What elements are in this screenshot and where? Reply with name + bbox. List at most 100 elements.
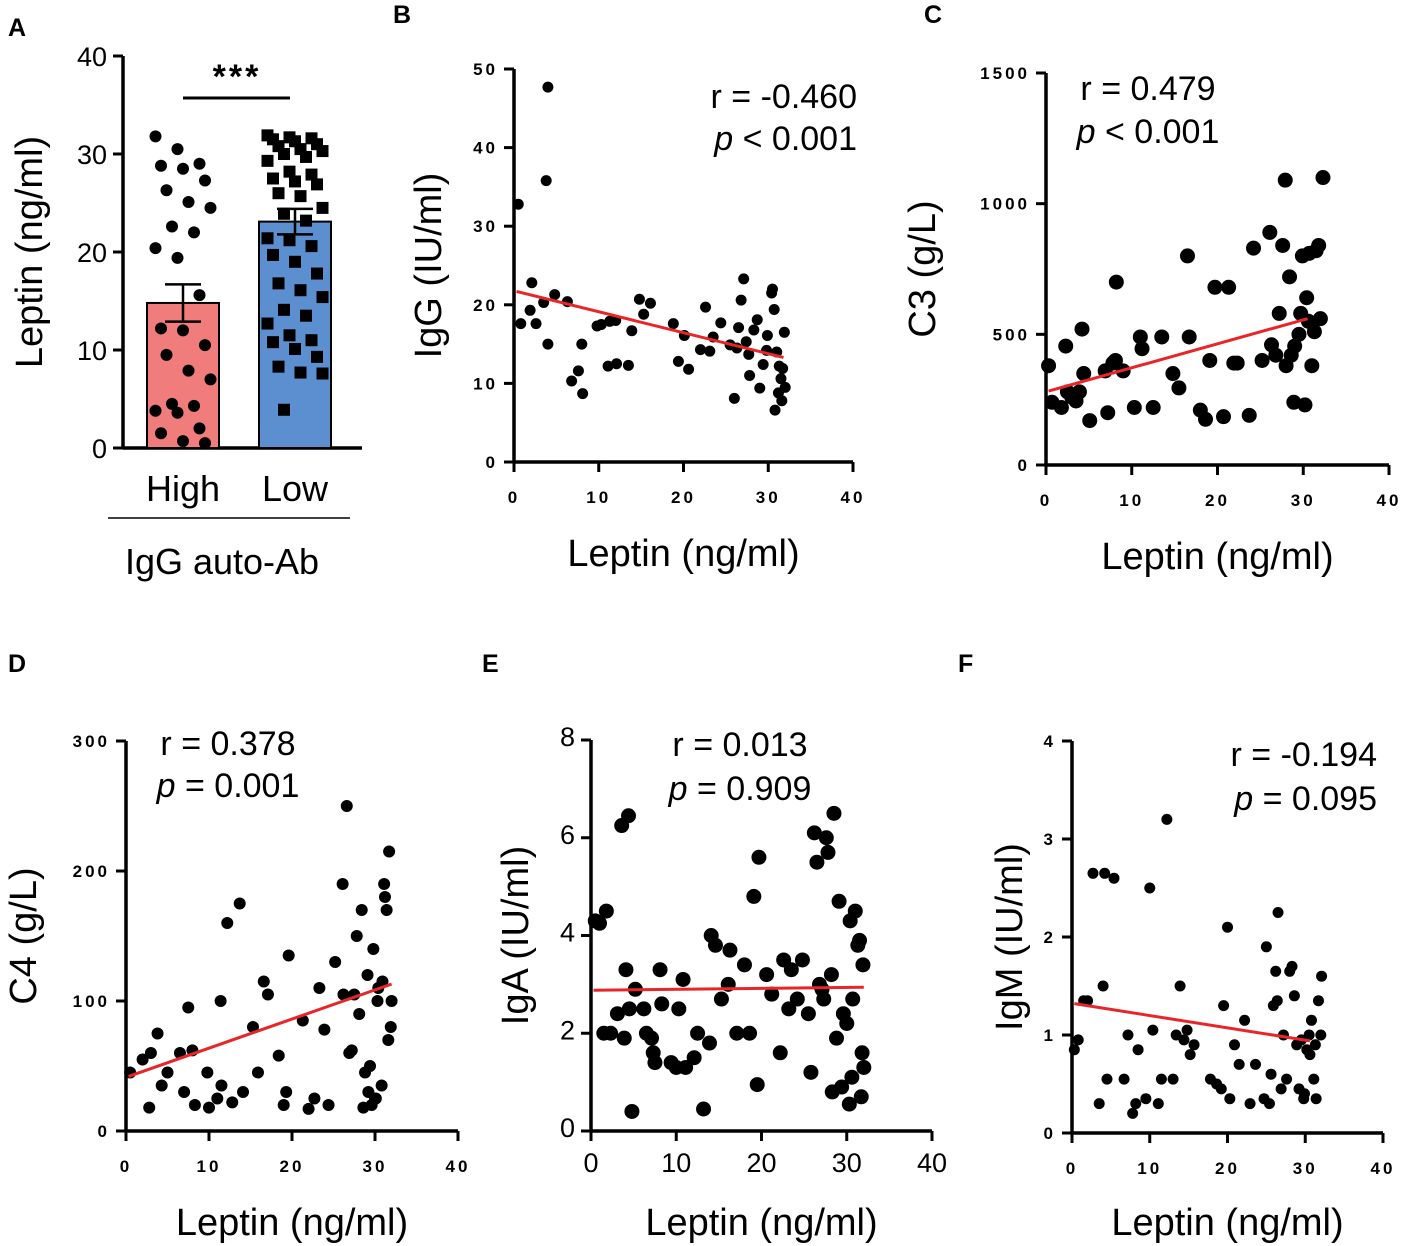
data-point-d	[237, 1086, 250, 1098]
data-point-d	[257, 975, 270, 988]
data-point-c	[1246, 240, 1262, 256]
data-point-d	[367, 943, 380, 955]
data-point-f	[1181, 1024, 1193, 1036]
data-point-e	[854, 1045, 870, 1061]
stat-p-value-c: < 0.001	[1096, 113, 1220, 151]
data-point-d	[308, 1092, 321, 1105]
data-point-high	[149, 130, 162, 143]
data-point-d	[233, 897, 246, 910]
y-tick-label-b: 20	[473, 296, 498, 315]
data-point-e	[690, 1025, 706, 1041]
data-point-d	[178, 1086, 191, 1098]
data-point-high	[204, 373, 217, 386]
x-axis-label-b: Leptin (ng/ml)	[567, 533, 799, 575]
data-point-e	[671, 1001, 687, 1017]
data-point-b	[778, 326, 790, 338]
data-point-b	[633, 293, 645, 305]
data-point-low	[272, 187, 285, 200]
data-point-f	[1263, 1098, 1275, 1110]
data-point-b	[761, 329, 773, 341]
data-point-low	[316, 201, 329, 214]
panel-letter-d: D	[8, 650, 26, 678]
data-point-d	[384, 1021, 397, 1033]
data-point-f	[1304, 1049, 1316, 1061]
stat-p-symbol-f: p	[1233, 780, 1253, 818]
stat-p-symbol-c: p	[1076, 113, 1096, 151]
data-point-d	[355, 904, 368, 916]
data-point-f	[1233, 1058, 1245, 1070]
data-point-d	[340, 800, 353, 812]
data-point-f	[1222, 921, 1233, 933]
data-point-high	[155, 322, 167, 335]
data-point-d	[385, 995, 398, 1007]
data-point-d	[382, 1034, 395, 1046]
data-point-b	[772, 387, 784, 399]
data-point-f	[1228, 1039, 1240, 1051]
y-tick-label-c: 500	[993, 325, 1030, 344]
data-point-c	[1179, 248, 1195, 264]
data-point-c	[1216, 409, 1232, 425]
data-point-b	[769, 404, 781, 416]
data-point-c	[1076, 366, 1092, 382]
data-point-e	[781, 1001, 797, 1017]
data-point-b	[542, 338, 554, 350]
data-point-b	[700, 301, 712, 313]
data-point-d	[383, 845, 396, 858]
x-axis-label-e: Leptin (ng/ml)	[645, 1202, 877, 1244]
data-point-c	[1254, 352, 1270, 368]
panel-letter-b: B	[393, 1, 411, 29]
data-point-low	[278, 148, 290, 160]
data-point-e	[845, 991, 861, 1007]
data-point-high	[199, 174, 211, 187]
data-point-d	[353, 1008, 366, 1020]
data-point-e	[598, 903, 614, 919]
data-point-e	[751, 849, 767, 865]
y-tick-label-e: 8	[560, 722, 575, 752]
data-point-c	[1268, 347, 1284, 363]
x-tick-label-c: 20	[1205, 491, 1230, 510]
stat-r-d: r = 0.378	[160, 725, 295, 763]
data-point-d	[155, 1079, 168, 1092]
data-point-e	[654, 996, 670, 1012]
x-tick-label-e: 30	[832, 1148, 862, 1178]
fit-line-e	[593, 985, 864, 992]
data-point-f	[1316, 970, 1328, 982]
data-point-high	[177, 435, 189, 448]
data-point-low	[289, 255, 301, 268]
data-point-d	[214, 995, 227, 1007]
data-point-f	[1122, 1029, 1134, 1041]
data-point-b	[512, 198, 524, 210]
data-point-c	[1108, 274, 1124, 290]
x-tick-label-b: 0	[508, 488, 520, 507]
data-point-b	[622, 359, 634, 371]
data-point-b	[576, 338, 588, 350]
y-tick-label-c: 1000	[980, 195, 1030, 214]
fit-line-f	[1074, 1002, 1311, 1043]
x-tick-label-f: 20	[1215, 1159, 1240, 1178]
data-point-low	[294, 190, 307, 203]
data-point-f	[1144, 882, 1156, 894]
group-label: IgG auto-Ab	[125, 541, 319, 582]
data-point-e	[624, 1103, 640, 1119]
data-point-f	[1286, 960, 1298, 972]
data-point-high	[199, 339, 211, 352]
data-point-e	[841, 1096, 857, 1112]
data-point-c	[1100, 405, 1116, 421]
data-point-e	[853, 1089, 869, 1105]
data-point-f	[1152, 1098, 1164, 1110]
data-point-e	[820, 844, 836, 860]
data-point-f	[1167, 1073, 1179, 1085]
data-point-b	[740, 336, 752, 348]
data-point-d	[211, 1092, 224, 1105]
data-point-f	[1249, 1058, 1261, 1070]
panel-letter-f: F	[958, 650, 973, 678]
panel-d: 0 100 200 300 0 10 20 30 40 Leptin (ng/ml) C4 (g/L…	[3, 725, 467, 1244]
data-point-f	[1118, 1073, 1130, 1085]
data-point-e	[618, 962, 634, 978]
data-point-e	[826, 805, 842, 821]
data-point-f	[1215, 1083, 1227, 1095]
data-point-e	[794, 952, 810, 968]
data-point-e	[696, 1101, 712, 1117]
data-point-e	[746, 888, 762, 904]
data-point-high	[199, 437, 211, 450]
